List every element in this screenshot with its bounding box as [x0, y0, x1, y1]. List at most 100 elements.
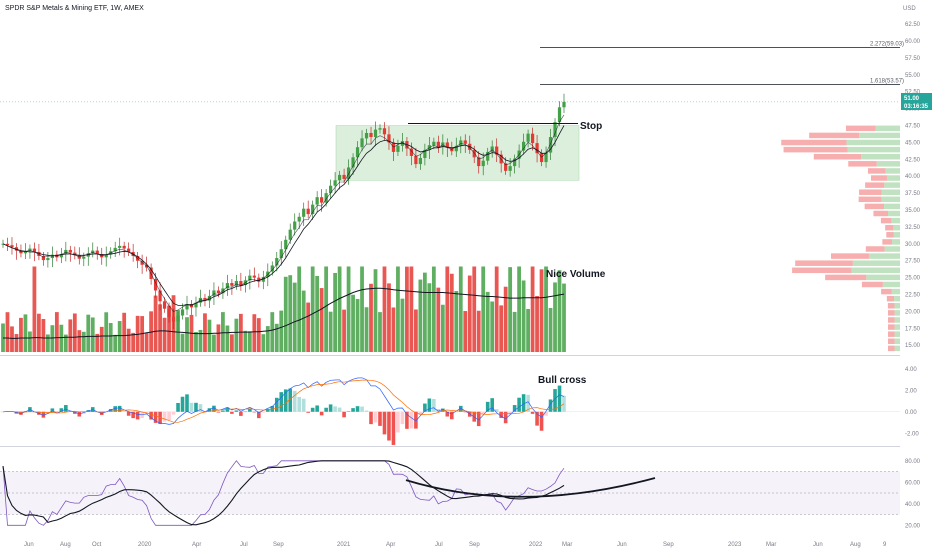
macd-histogram-bar — [557, 385, 562, 412]
volume-bar — [499, 305, 504, 352]
macd-histogram-bar — [301, 398, 306, 412]
pane-divider-macd[interactable] — [0, 355, 900, 356]
macd-histogram-bar — [261, 411, 266, 413]
macd-histogram-bar — [41, 411, 46, 418]
rsi-axis[interactable]: 80.00 60.00 40.00 20.00 — [905, 459, 921, 530]
candle-body — [10, 245, 14, 248]
volume-profile-sell — [781, 139, 847, 146]
volume-profile-buy — [886, 175, 900, 181]
macd-histogram-bar — [337, 407, 342, 412]
volume-bar — [337, 266, 342, 352]
macd-histogram-bar — [1, 411, 5, 413]
macd-histogram-bar — [257, 411, 261, 419]
macd-histogram-bar — [239, 411, 243, 416]
candle-body — [329, 185, 333, 194]
volume-profile-sell — [887, 310, 895, 316]
macd-histogram-bar — [396, 411, 400, 433]
price-tick-label: 45.00 — [905, 140, 921, 146]
volume-profile-buy — [881, 196, 900, 203]
volume-profile-sell — [792, 267, 852, 274]
candle-body — [91, 250, 95, 254]
volume-profile-buy — [885, 168, 900, 174]
volume-bar — [355, 299, 360, 352]
candle-body — [530, 133, 535, 144]
volume-bar — [54, 312, 59, 352]
volume-profile-buy — [891, 217, 900, 224]
price-tick-label: 40.00 — [905, 174, 921, 180]
macd-histogram-bar — [279, 392, 284, 412]
volume-bar — [19, 317, 23, 352]
volume-bar — [517, 266, 522, 352]
volume-profile-sell — [888, 345, 895, 352]
volume-bar — [180, 333, 185, 352]
macd-histogram-bar — [391, 411, 396, 445]
time-axis[interactable]: Jun Aug Oct 2020 Apr Jul Sep 2021 Apr Jul Sep 2022 M… — [24, 542, 887, 548]
volume-bar — [14, 334, 19, 352]
currency-label: USD — [903, 6, 916, 12]
volume-bar — [369, 283, 373, 352]
macd-axis[interactable]: 4.00 2.00 0.00 -2.00 — [905, 367, 919, 438]
volume-bar — [167, 305, 171, 352]
volume-profile-buy — [859, 132, 900, 139]
macd-histogram-bar — [445, 411, 450, 417]
macd-histogram-bar — [378, 411, 382, 426]
volume-bar — [279, 310, 284, 352]
last-price-value: 51.00 — [904, 96, 920, 102]
volume-bar — [396, 266, 400, 352]
macd-pane — [0, 377, 900, 445]
macd-histogram-bar — [432, 398, 436, 412]
volume-bar — [144, 333, 149, 352]
candle-body — [122, 245, 126, 249]
volume-bar — [194, 332, 198, 352]
candle-body — [364, 132, 369, 139]
volume-profile-sell — [887, 317, 895, 323]
volume-bar — [50, 325, 55, 352]
candle-body — [162, 301, 167, 309]
macd-histogram-bar — [405, 411, 409, 429]
time-tick-label: Mar — [562, 542, 572, 548]
volume-bar — [373, 269, 378, 352]
price-tick-label: 22.50 — [905, 293, 921, 299]
macd-histogram-bar — [216, 411, 221, 413]
candle-body — [477, 157, 481, 167]
macd-histogram-bar — [342, 411, 346, 418]
volume-bar — [274, 323, 279, 352]
volume-profile-sell — [873, 210, 889, 217]
macd-histogram-bar — [458, 405, 463, 412]
macd-histogram-bar — [194, 402, 198, 412]
candle-body — [553, 122, 557, 138]
time-axis-area[interactable] — [0, 538, 932, 550]
macd-histogram-bar — [544, 411, 548, 416]
volume-bar — [207, 319, 212, 352]
volume-profile-sell — [813, 153, 862, 160]
volume-bar — [382, 266, 387, 352]
candle-body — [355, 147, 360, 158]
volume-profile-buy — [884, 246, 900, 252]
volume-bar — [216, 324, 221, 352]
candle-body — [153, 278, 158, 291]
volume-bar — [539, 269, 544, 352]
macd-histogram-bar — [436, 409, 441, 412]
volume-profile-sell — [882, 239, 893, 245]
volume-bar — [265, 326, 270, 352]
pane-divider-rsi[interactable] — [0, 446, 900, 447]
volume-bar — [247, 331, 252, 352]
macd-histogram-bar — [248, 408, 252, 412]
price-tick-label: 27.50 — [905, 259, 921, 265]
candle-body — [176, 315, 180, 322]
volume-profile-sell — [887, 303, 895, 309]
macd-histogram-bar — [490, 398, 494, 412]
macd-annotation: Bull cross — [538, 375, 587, 386]
fibonacci-levels: 1.618(53.57) 2.272(59.03) — [0, 42, 904, 103]
volume-profile-buy — [894, 345, 900, 352]
candle-body — [521, 141, 526, 151]
volume-profile-buy — [847, 146, 900, 153]
volume-profile-buy — [851, 267, 900, 274]
candle-body — [41, 256, 46, 261]
volume-bar — [252, 314, 257, 352]
volume-profile-buy — [894, 310, 900, 316]
macd-histogram-bar — [346, 411, 351, 412]
volume-bar — [521, 280, 526, 352]
macd-histogram-bar — [481, 411, 486, 414]
